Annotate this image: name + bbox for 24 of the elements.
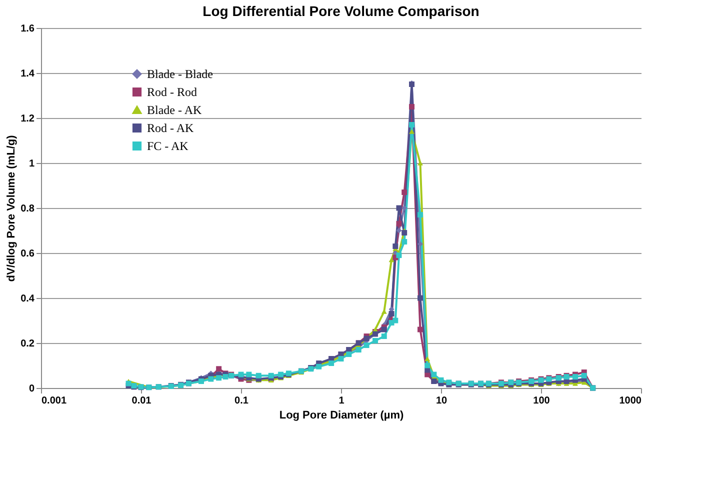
x-tick-label: 1000 [619, 396, 642, 406]
x-tick-label: 10 [436, 396, 448, 406]
legend-label: Rod - Rod [147, 85, 198, 99]
chart-title: Log Differential Pore Volume Comparison [202, 3, 480, 19]
x-axis-title: Log Pore Diameter (µm) [279, 410, 404, 422]
y-tick-label: 0.6 [20, 248, 35, 260]
legend-label: Blade - Blade [147, 67, 213, 81]
y-axis-title: dV/dlog Pore Volume (mL/g) [6, 134, 18, 282]
x-tick-label: 0.1 [234, 396, 249, 406]
x-tick-label: 0.001 [42, 396, 67, 406]
y-tick-label: 1 [28, 158, 35, 170]
legend-label: Blade - AK [147, 103, 202, 117]
y-tick-label: 1.6 [20, 24, 35, 34]
y-tick-label: 1.4 [20, 68, 35, 80]
y-tick-label: 0.2 [20, 338, 35, 350]
x-tick-label: 0.01 [132, 396, 152, 406]
y-tick-label: 1.2 [20, 114, 35, 124]
y-tick-label: 0 [28, 384, 35, 394]
y-tick-label: 0.8 [20, 204, 35, 214]
x-tick-label: 1 [338, 396, 345, 406]
y-tick-label: 0.4 [20, 294, 35, 304]
legend-label: Rod - AK [147, 121, 194, 135]
legend-label: FC - AK [147, 139, 189, 153]
x-tick-label: 100 [533, 396, 550, 406]
